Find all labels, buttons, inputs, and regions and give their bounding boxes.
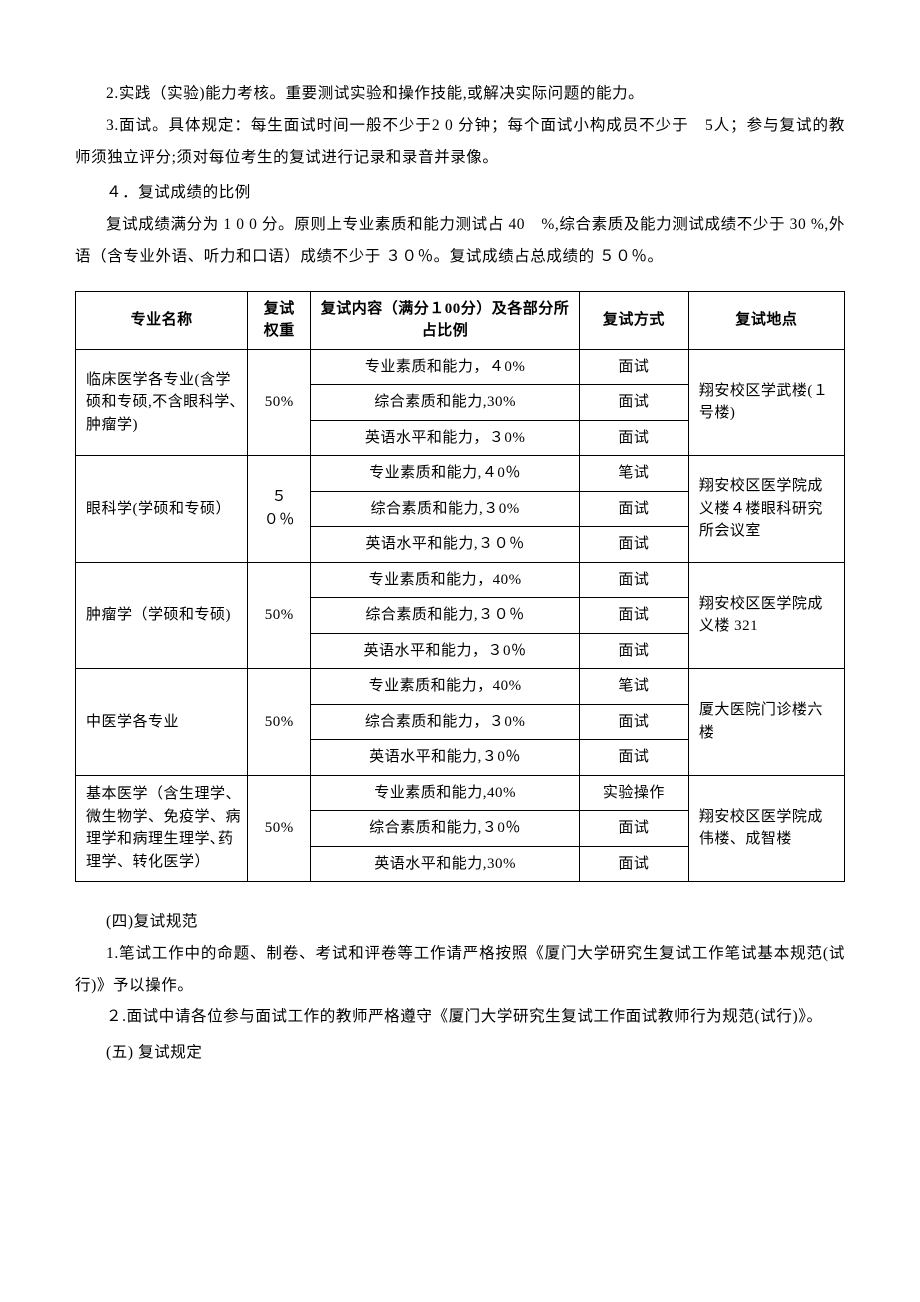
cell-content: 专业素质和能力，40%: [311, 562, 580, 598]
paragraph-rule-2: ２.面试中请各位参与面试工作的教师严格遵守《厦门大学研究生复试工作面试教师行为规…: [75, 1001, 845, 1033]
cell-location: 翔安校区学武楼(１号楼): [688, 349, 844, 456]
cell-major: 基本医学（含生理学、微生物学、免疫学、病理学和病理生理学､药理学、转化医学）: [76, 775, 248, 882]
cell-major: 肿瘤学（学硕和专硕): [76, 562, 248, 669]
cell-method: 面试: [579, 385, 688, 421]
cell-method: 面试: [579, 349, 688, 385]
header-location: 复试地点: [688, 291, 844, 349]
header-weight: 复试权重: [248, 291, 311, 349]
cell-major: 临床医学各专业(含学硕和专硕,不含眼科学､肿瘤学): [76, 349, 248, 456]
cell-weight: 50%: [248, 775, 311, 882]
paragraph-3: 3.面试。具体规定：每生面试时间一般不少于2 0 分钟；每个面试小构成员不少于 …: [75, 110, 845, 174]
paragraph-rule-1: 1.笔试工作中的命题、制卷、考试和评卷等工作请严格按照《厦门大学研究生复试工作笔…: [75, 938, 845, 1002]
cell-major: 眼科学(学硕和专硕）: [76, 456, 248, 563]
cell-major: 中医学各专业: [76, 669, 248, 776]
cell-weight: 50%: [248, 349, 311, 456]
cell-method: 面试: [579, 527, 688, 563]
cell-content: 综合素质和能力,３0％: [311, 811, 580, 847]
cell-location: 厦大医院门诊楼六楼: [688, 669, 844, 776]
cell-weight: 50%: [248, 669, 311, 776]
cell-weight: ５０％: [248, 456, 311, 563]
cell-method: 面试: [579, 740, 688, 776]
cell-content: 英语水平和能力,３０％: [311, 527, 580, 563]
cell-content: 专业素质和能力,４0％: [311, 456, 580, 492]
cell-method: 面试: [579, 598, 688, 634]
cell-method: 笔试: [579, 669, 688, 705]
cell-method: 面试: [579, 811, 688, 847]
cell-method: 笔试: [579, 456, 688, 492]
cell-content: 专业素质和能力，40%: [311, 669, 580, 705]
cell-method: 面试: [579, 704, 688, 740]
cell-location: 翔安校区医学院成伟楼、成智楼: [688, 775, 844, 882]
cell-method: 面试: [579, 491, 688, 527]
cell-method: 面试: [579, 420, 688, 456]
section-4: (四)复试规范: [75, 906, 845, 938]
cell-content: 英语水平和能力,３0％: [311, 740, 580, 776]
retest-table: 专业名称 复试权重 复试内容（满分１00分）及各部分所占比例 复试方式 复试地点…: [75, 291, 845, 883]
cell-method: 面试: [579, 633, 688, 669]
paragraph-score-ratio: 复试成绩满分为 1 0 0 分。原则上专业素质和能力测试占 40 %,综合素质及…: [75, 209, 845, 273]
cell-location: 翔安校区医学院成义楼 321: [688, 562, 844, 669]
cell-content: 专业素质和能力,40%: [311, 775, 580, 811]
cell-location: 翔安校区医学院成义楼４楼眼科研究所会议室: [688, 456, 844, 563]
header-major: 专业名称: [76, 291, 248, 349]
cell-method: 实验操作: [579, 775, 688, 811]
table-row: 基本医学（含生理学、微生物学、免疫学、病理学和病理生理学､药理学、转化医学）50…: [76, 775, 845, 811]
cell-content: 专业素质和能力，４0%: [311, 349, 580, 385]
section-5: (五) 复试规定: [75, 1037, 845, 1069]
table-row: 中医学各专业50%专业素质和能力，40%笔试厦大医院门诊楼六楼: [76, 669, 845, 705]
header-method: 复试方式: [579, 291, 688, 349]
table-row: 眼科学(学硕和专硕）５０％专业素质和能力,４0％笔试翔安校区医学院成义楼４楼眼科…: [76, 456, 845, 492]
cell-content: 英语水平和能力，３0%: [311, 420, 580, 456]
cell-content: 英语水平和能力，３0％: [311, 633, 580, 669]
cell-method: 面试: [579, 562, 688, 598]
paragraph-2: 2.实践（实验)能力考核。重要测试实验和操作技能,或解决实际问题的能力。: [75, 78, 845, 110]
cell-method: 面试: [579, 846, 688, 882]
cell-content: 英语水平和能力,30%: [311, 846, 580, 882]
table-header-row: 专业名称 复试权重 复试内容（满分１00分）及各部分所占比例 复试方式 复试地点: [76, 291, 845, 349]
paragraph-4: ４．复试成绩的比例: [75, 177, 845, 209]
cell-content: 综合素质和能力,30%: [311, 385, 580, 421]
table-row: 肿瘤学（学硕和专硕)50%专业素质和能力，40%面试翔安校区医学院成义楼 321: [76, 562, 845, 598]
cell-content: 综合素质和能力,３0%: [311, 491, 580, 527]
table-row: 临床医学各专业(含学硕和专硕,不含眼科学､肿瘤学)50%专业素质和能力，４0%面…: [76, 349, 845, 385]
cell-content: 综合素质和能力，３0%: [311, 704, 580, 740]
header-content: 复试内容（满分１00分）及各部分所占比例: [311, 291, 580, 349]
cell-weight: 50%: [248, 562, 311, 669]
cell-content: 综合素质和能力,３０％: [311, 598, 580, 634]
